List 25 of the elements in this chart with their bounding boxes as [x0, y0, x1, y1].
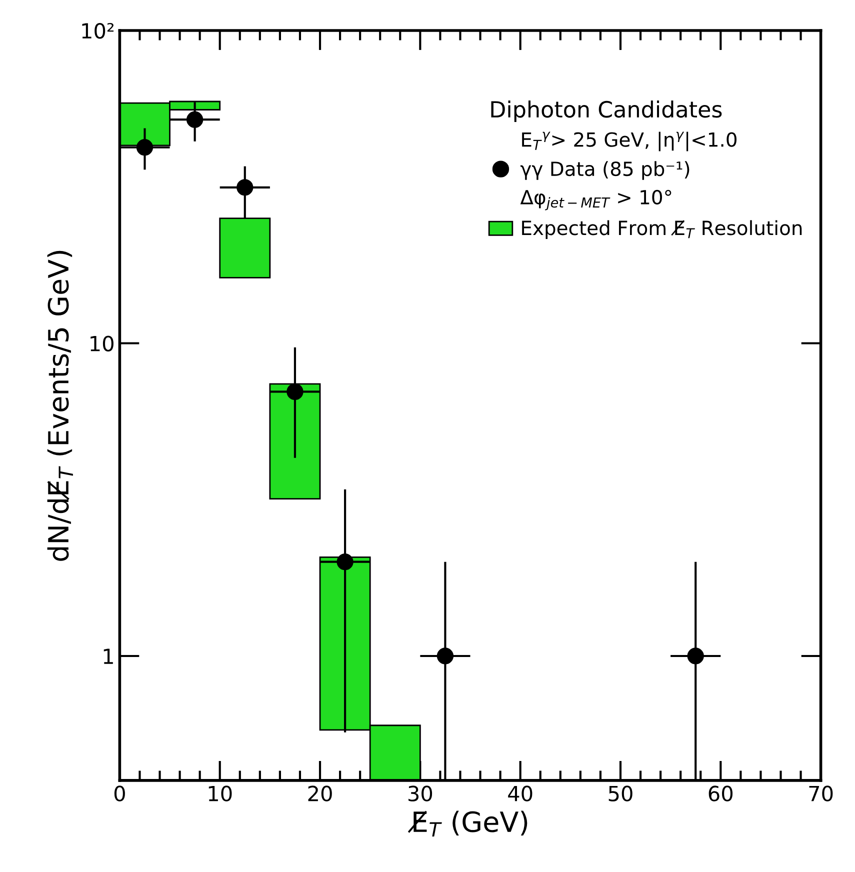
x-tick-label: 70 — [809, 786, 833, 802]
y-tick-label: 1 — [104, 648, 113, 664]
x-tick-label: 60 — [708, 786, 733, 802]
point — [186, 111, 204, 128]
point — [336, 554, 354, 570]
x-tick-label: 10 — [208, 786, 232, 802]
point — [687, 648, 704, 664]
y-tick-label: 10 — [90, 336, 114, 352]
legend-title: Diphoton Candidates — [491, 100, 722, 122]
legend-label: γγ Data (85 pb⁻¹) — [520, 161, 690, 180]
point — [286, 383, 304, 400]
y-axis-title: dN/dE̸$_{T}$ (Events/5 GeV) — [47, 250, 73, 561]
y-tick-label: 10² — [82, 22, 114, 39]
point — [236, 179, 254, 196]
x-tick-label: 20 — [308, 786, 332, 802]
point — [136, 139, 154, 156]
x-tick-label: 0 — [114, 786, 125, 802]
legend-label: Expected From E̸$_{T}$ Resolution — [522, 220, 802, 240]
x-axis-title: E̸$_{T}$ (GeV) — [408, 810, 528, 836]
x-tick-label: 40 — [508, 786, 532, 802]
annotation: E$_{T}$$^{γ}$> 25 GeV, |η$^{γ}$|<1.0 — [522, 132, 736, 152]
x-tick-label: 50 — [608, 786, 632, 802]
annotation: Δφ$_{jet−MET}$ > 10° — [520, 190, 672, 210]
point — [436, 648, 454, 664]
x-tick-label: 30 — [408, 786, 432, 802]
